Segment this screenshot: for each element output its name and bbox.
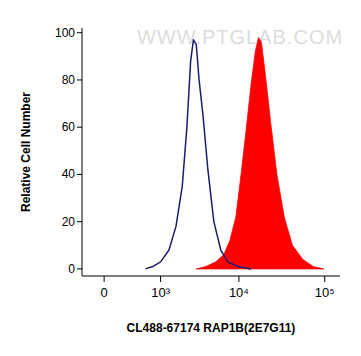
x-tick: [324, 276, 325, 282]
y-tick-label: 0: [68, 262, 75, 276]
y-tick-label: 100: [55, 26, 75, 40]
x-tick-label: 10⁵: [315, 285, 335, 300]
x-tick: [238, 276, 239, 282]
y-tick-label: 60: [62, 120, 76, 134]
y-tick: [77, 79, 82, 80]
x-tick: [160, 276, 161, 282]
y-tick: [77, 32, 82, 33]
x-axis-label: CL488-67174 RAP1B(2E7G11): [127, 321, 296, 335]
y-tick: [77, 127, 82, 128]
chart: WWW.PTGLAB.COM 0 20 40 60 80 100 0 10³ 10⁴ 10⁵ CL48…: [0, 0, 361, 356]
histogram-area: [196, 37, 323, 268]
histogram-line: [146, 40, 252, 269]
x-tick-label: 10⁴: [229, 285, 249, 300]
x-axis: [82, 276, 340, 277]
watermark: WWW.PTGLAB.COM: [137, 26, 343, 48]
y-tick-label: 40: [62, 167, 76, 181]
x-tick-label: 0: [101, 285, 108, 300]
y-tick-label: 80: [62, 73, 76, 87]
y-axis-label: Relative Cell Number: [19, 92, 33, 212]
y-tick: [77, 268, 82, 269]
x-tick-label: 10³: [151, 285, 170, 300]
y-axis: [82, 28, 83, 276]
x-tick: [104, 276, 105, 282]
y-tick: [77, 221, 82, 222]
y-tick-label: 20: [62, 215, 76, 229]
plot-marks: [146, 37, 324, 268]
y-tick: [77, 174, 82, 175]
